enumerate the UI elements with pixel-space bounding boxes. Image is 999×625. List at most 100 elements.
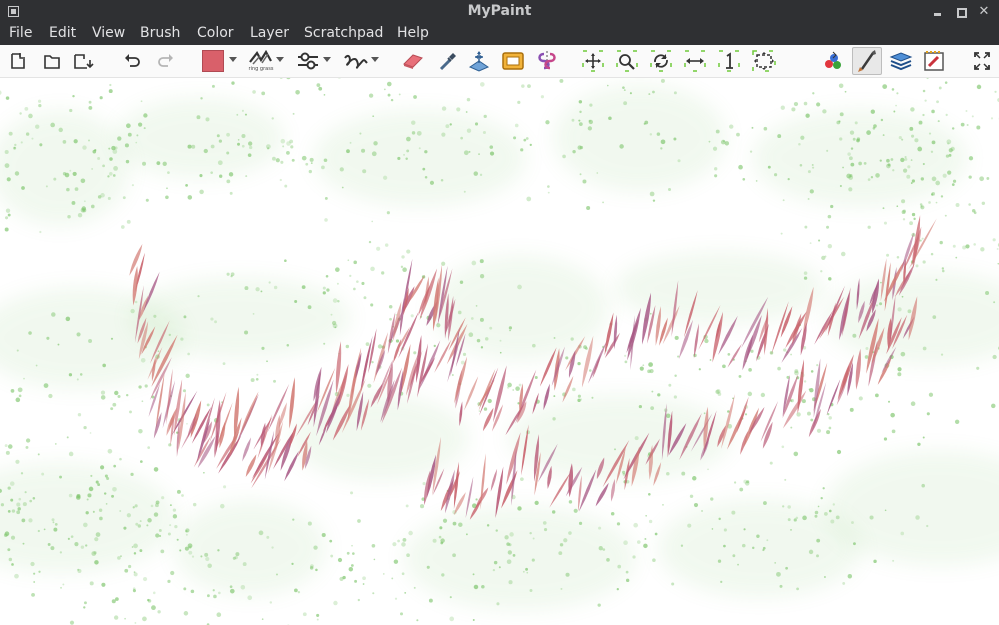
close-icon[interactable]: ✕	[978, 4, 990, 19]
eraser-icon[interactable]	[400, 50, 426, 72]
grass-dot	[143, 127, 146, 130]
drawing-canvas[interactable]	[0, 78, 999, 625]
grass-dot	[206, 403, 210, 407]
grass-dot	[856, 137, 861, 141]
grass-dot	[406, 136, 411, 142]
brush-selector[interactable]: ring grass	[247, 50, 275, 72]
grass-dot	[955, 203, 960, 207]
color-picker-icon[interactable]	[437, 50, 459, 72]
grass-dot	[968, 156, 974, 161]
grass-dot	[394, 597, 398, 600]
feather-stroke	[596, 457, 605, 480]
brush-panel-icon[interactable]	[852, 47, 882, 75]
grass-dot	[422, 167, 426, 171]
color-swatch[interactable]	[201, 50, 225, 72]
grass-dot	[349, 274, 352, 277]
grass-dot	[90, 204, 95, 209]
fullscreen-icon[interactable]	[972, 50, 992, 72]
grass-dot	[372, 115, 375, 118]
stroke-shape-icon[interactable]	[342, 50, 370, 72]
grass-dot	[520, 148, 524, 152]
frame-move-icon[interactable]	[466, 50, 492, 72]
grass-dot	[8, 557, 13, 562]
zoom-view-icon[interactable]	[615, 50, 639, 72]
color-dropdown-arrow[interactable]	[229, 57, 237, 62]
grass-dot	[714, 167, 718, 171]
window-menu-icon[interactable]	[8, 6, 19, 17]
grass-dot	[272, 156, 276, 161]
feather-stroke	[454, 356, 468, 404]
grass-dot	[629, 92, 632, 95]
fit-view-icon[interactable]	[751, 50, 777, 72]
grass-dot	[145, 198, 149, 202]
color-wheel-icon[interactable]	[820, 50, 846, 72]
feather-stroke	[856, 278, 860, 310]
redo-icon[interactable]	[156, 50, 176, 72]
frame-icon[interactable]	[500, 50, 526, 72]
grass-dot	[518, 383, 522, 387]
grass-dot	[244, 286, 249, 291]
grass-dot	[7, 510, 11, 513]
grass-dot	[794, 369, 799, 374]
grass-dot	[97, 195, 102, 199]
grass-dot	[551, 510, 556, 514]
grass-dot	[884, 509, 887, 512]
grass-dot	[660, 139, 666, 145]
mirror-view-icon[interactable]	[683, 50, 707, 72]
grass-dot	[648, 492, 651, 496]
reset-view-icon[interactable]	[717, 50, 741, 72]
menu-edit[interactable]: Edit	[49, 25, 77, 41]
grass-dot	[624, 360, 628, 364]
grass-dot	[968, 203, 971, 206]
grass-dot	[401, 255, 405, 259]
grass-dot	[907, 309, 912, 314]
grass-dot	[950, 146, 955, 152]
new-document-icon[interactable]	[9, 50, 27, 72]
menu-color[interactable]: Color	[197, 25, 234, 41]
grass-dot	[714, 174, 718, 178]
grass-dot	[532, 537, 535, 540]
grass-dot	[220, 503, 225, 509]
grass-dot	[791, 107, 796, 112]
grass-dot	[687, 523, 692, 528]
grass-dot	[588, 369, 592, 372]
settings-dropdown-arrow[interactable]	[323, 57, 331, 62]
brush-dropdown-arrow[interactable]	[276, 57, 284, 62]
grass-dot	[381, 271, 385, 275]
maximize-icon[interactable]	[953, 4, 969, 20]
grass-dot	[47, 543, 51, 546]
undo-icon[interactable]	[122, 50, 142, 72]
grass-dot	[558, 551, 563, 556]
menu-brush[interactable]: Brush	[140, 25, 181, 41]
grass-dot	[479, 173, 483, 177]
grass-dot	[622, 86, 625, 89]
grass-dot	[512, 389, 515, 391]
stroke-dropdown-arrow[interactable]	[371, 57, 379, 62]
grass-dot	[95, 532, 101, 537]
grass-dot	[623, 101, 628, 106]
grass-dot	[144, 384, 148, 388]
menu-help[interactable]: Help	[397, 25, 429, 41]
symmetry-icon[interactable]	[534, 50, 560, 72]
rotate-view-icon[interactable]	[649, 50, 673, 72]
brush-settings-icon[interactable]	[296, 50, 322, 72]
menu-view[interactable]: View	[92, 25, 126, 41]
grass-dot	[965, 110, 968, 112]
grass-dot	[207, 594, 210, 598]
grass-dot	[986, 177, 990, 180]
menu-layer[interactable]: Layer	[250, 25, 290, 41]
menu-file[interactable]: File	[9, 25, 33, 41]
open-folder-icon[interactable]	[42, 50, 62, 72]
minimize-icon[interactable]	[930, 4, 946, 20]
pan-view-icon[interactable]	[581, 50, 605, 72]
grass-dot	[74, 187, 79, 191]
grass-dot	[77, 413, 82, 417]
feather-stroke	[521, 424, 529, 476]
layers-panel-icon[interactable]	[888, 50, 914, 72]
scratchpad-panel-icon[interactable]	[922, 50, 948, 72]
grass-dot	[449, 616, 455, 622]
grass-dot	[392, 542, 397, 547]
menu-scratchpad[interactable]: Scratchpad	[304, 25, 384, 41]
open-recent-icon[interactable]	[73, 50, 99, 72]
feather-stroke	[506, 432, 521, 485]
